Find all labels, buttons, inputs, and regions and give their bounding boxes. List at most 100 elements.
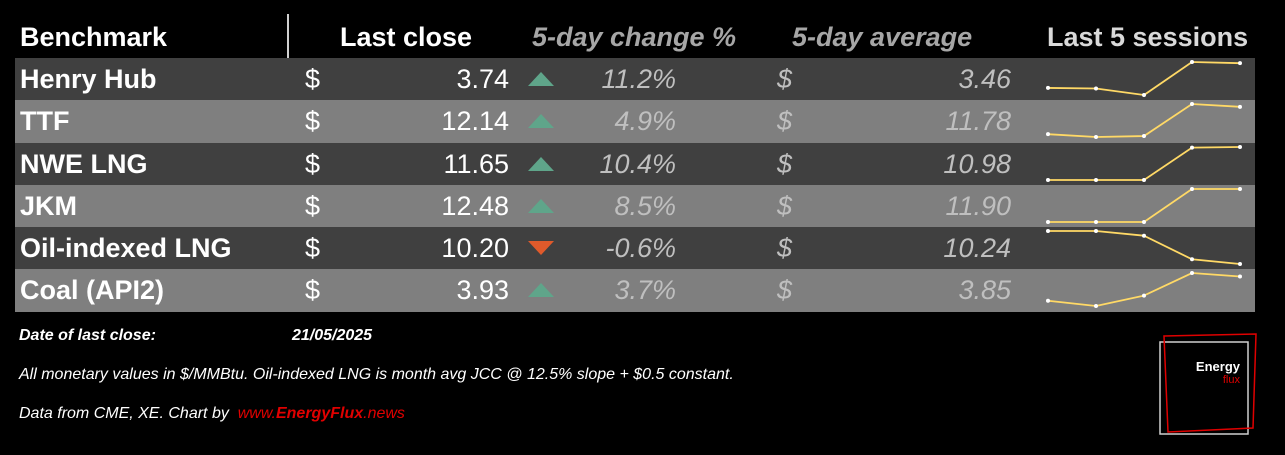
triangle-up-icon <box>528 198 554 213</box>
average-value: 11.90 <box>945 190 1011 221</box>
currency-symbol-avg: $ <box>777 64 793 94</box>
last-close-value: 11.65 <box>443 148 509 179</box>
sparkline-point <box>1094 177 1098 182</box>
sparkline-point <box>1190 145 1194 150</box>
last-close-value: 3.74 <box>456 64 509 94</box>
average-value: 10.98 <box>943 148 1011 179</box>
average-value: 11.78 <box>945 106 1011 137</box>
last-close-value: 10.20 <box>441 233 509 264</box>
sparkline <box>1046 229 1242 267</box>
last-close-value: 3.93 <box>456 275 509 306</box>
sparkline-point <box>1238 186 1242 191</box>
average-value: 3.85 <box>958 275 1011 306</box>
table-row: TTF $12.14 4.9% $11.78 <box>15 100 1255 143</box>
triangle-up-icon <box>528 114 554 129</box>
change-value: 8.5% <box>614 190 676 221</box>
sparkline <box>1046 271 1242 309</box>
sparkline-point <box>1094 135 1098 140</box>
sparkline-point <box>1046 229 1050 234</box>
average-value: 3.46 <box>958 64 1011 94</box>
sparkline-point <box>1190 102 1194 107</box>
benchmark-name: Oil-indexed LNG <box>20 233 232 264</box>
table-row: Coal (API2) $3.93 3.7% $3.85 <box>15 269 1255 312</box>
logo-frame-gray <box>1159 341 1249 435</box>
sparkline-point <box>1190 186 1194 191</box>
sparkline-point <box>1046 219 1050 224</box>
sparkline-point <box>1094 229 1098 234</box>
sparkline-point <box>1190 257 1194 262</box>
currency-symbol: $ <box>305 233 321 264</box>
logo-text-flux: flux <box>1223 374 1241 386</box>
sparkline-point <box>1238 105 1242 110</box>
sparkline-point <box>1142 233 1146 238</box>
sparkline-line <box>1048 187 1240 223</box>
triangle-up-icon <box>528 72 554 86</box>
currency-symbol-avg: $ <box>777 275 793 306</box>
sparkline-line <box>1047 272 1241 308</box>
triangle-up-icon <box>528 283 554 298</box>
currency-symbol: $ <box>305 106 321 137</box>
sparkline-point <box>1238 144 1242 149</box>
currency-symbol: $ <box>305 190 321 221</box>
sparkline <box>1046 102 1242 140</box>
benchmark-table: Henry Hub $3.74 11.2% $3.46 TTF $12.14 4.9% $11… <box>15 58 1255 312</box>
table-row: Henry Hub $3.74 11.2% $3.46 <box>15 58 1255 101</box>
table-row: Oil-indexed LNG $10.20 -0.6% $10.24 <box>15 227 1255 270</box>
sparkline-point <box>1190 271 1194 276</box>
change-value: -0.6% <box>605 233 676 264</box>
date-label: Date of last close: <box>19 327 156 344</box>
sparkline <box>1046 60 1242 97</box>
header-benchmark: Benchmark <box>20 22 168 52</box>
sparkline-point <box>1046 299 1050 304</box>
benchmark-name: TTF <box>20 106 70 137</box>
sparkline-point <box>1094 219 1098 224</box>
last-close-value: 12.14 <box>441 106 509 137</box>
header-change: 5-day change % <box>532 22 737 52</box>
sparkline-point <box>1142 219 1146 224</box>
sparkline-point <box>1142 177 1146 182</box>
currency-symbol-avg: $ <box>777 148 793 179</box>
change-value: 10.4% <box>599 148 676 179</box>
sparkline-point <box>1238 61 1242 66</box>
energyflux-logo: Energy flux <box>1159 333 1257 435</box>
logo-frame-red <box>1163 333 1257 433</box>
sparkline-point <box>1094 86 1098 91</box>
benchmark-name: Henry Hub <box>20 64 157 94</box>
sparkline-point <box>1142 134 1146 139</box>
change-value: 3.7% <box>614 275 676 306</box>
sparkline-point <box>1046 177 1050 182</box>
table-header: Benchmark Last close 5-day change % 5-da… <box>0 18 1285 58</box>
sparkline-point <box>1046 132 1050 137</box>
change-value: 11.2% <box>601 64 676 94</box>
benchmark-name: Coal (API2) <box>20 275 165 306</box>
source-note: Data from CME, XE. Chart by www.EnergyFl… <box>19 405 405 423</box>
currency-symbol: $ <box>305 148 321 179</box>
header-sessions: Last 5 sessions <box>1047 22 1249 52</box>
units-note: All monetary values in $/MMBtu. Oil-inde… <box>19 366 734 383</box>
change-value: 4.9% <box>614 106 676 137</box>
sparkline-point <box>1238 262 1242 267</box>
energyflux-link[interactable]: www.EnergyFlux.news <box>233 405 405 422</box>
sparkline-line <box>1047 103 1241 139</box>
sparkline-point <box>1238 274 1242 279</box>
currency-symbol-avg: $ <box>777 233 793 264</box>
currency-symbol-avg: $ <box>777 190 793 221</box>
currency-symbol-avg: $ <box>777 106 793 137</box>
currency-symbol: $ <box>305 275 321 306</box>
sparkline-point <box>1094 304 1098 309</box>
sparkline-point <box>1142 93 1146 97</box>
table-row: JKM $12.48 8.5% $11.90 <box>15 184 1255 228</box>
sparkline-point <box>1142 294 1146 299</box>
sparkline-point <box>1190 60 1194 64</box>
link-www: www. <box>237 405 276 422</box>
link-tld: .news <box>363 405 405 422</box>
header-average: 5-day average <box>792 22 973 52</box>
sparkline <box>1046 186 1242 224</box>
header-last-close: Last close <box>340 22 473 52</box>
benchmark-name: NWE LNG <box>20 148 148 179</box>
logo-text-energy: Energy <box>1196 359 1241 374</box>
sparkline-point <box>1046 85 1050 90</box>
sparkline-line <box>1048 145 1241 181</box>
source-prefix: Data from CME, XE. Chart by <box>19 405 229 422</box>
sparkline-line <box>1047 61 1241 96</box>
